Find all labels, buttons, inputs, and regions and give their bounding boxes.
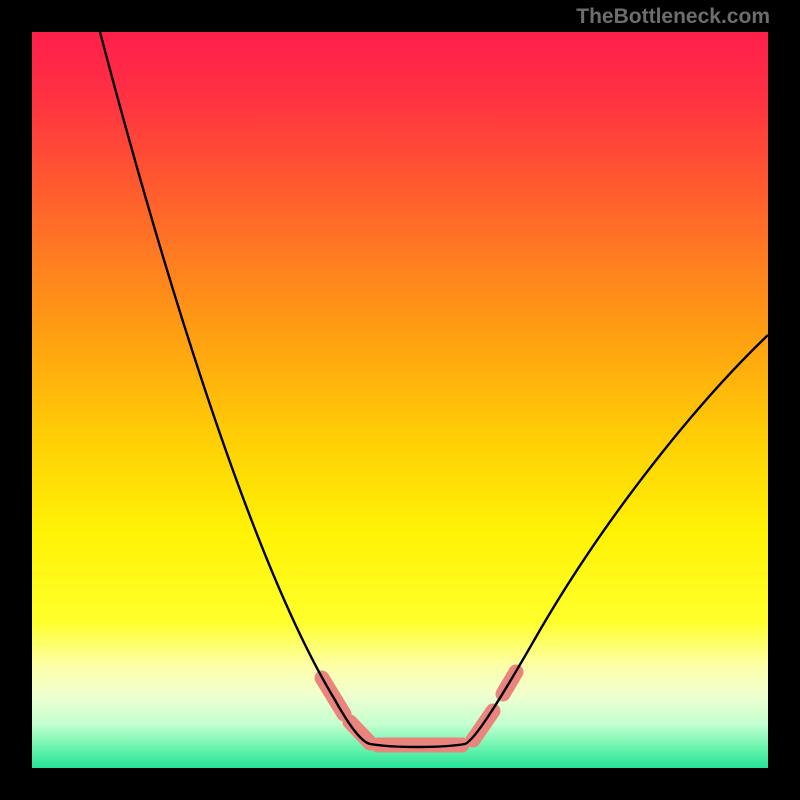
chart-svg [0,0,800,800]
watermark-text: TheBottleneck.com [576,5,770,29]
plot-area [32,32,768,768]
gradient-background [32,32,768,768]
